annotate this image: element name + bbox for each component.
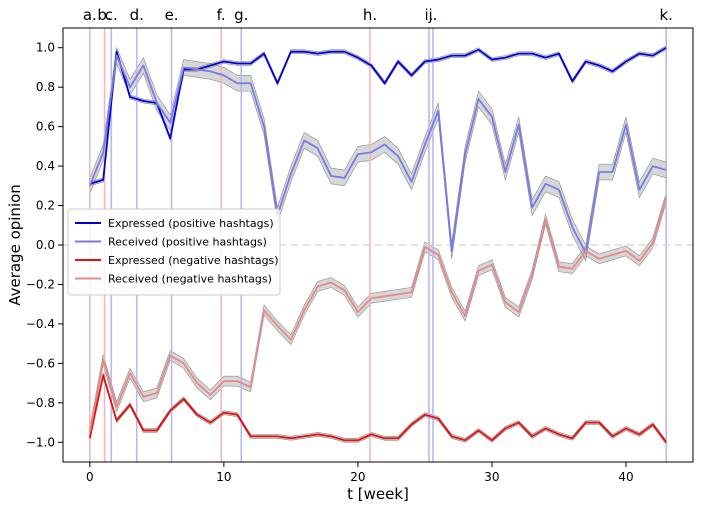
legend-box [67, 208, 281, 296]
series-lines [88, 46, 668, 443]
event-label-e: e. [165, 6, 179, 24]
series-line-1 [89, 46, 667, 185]
event-label-c: c. [105, 6, 118, 24]
x-axis: 0 10 20 30 40 [86, 462, 634, 484]
event-label-a: a. [83, 6, 97, 24]
y-tick-label-m0.8: −0.8 [26, 396, 55, 410]
y-tick-label-m1.0: −1.0 [26, 435, 55, 449]
y-tick-label-0.4: 0.4 [36, 159, 55, 173]
event-label-k: k. [659, 6, 672, 24]
event-label-i: i. [424, 6, 433, 24]
y-tick-label-m0.2: −0.2 [26, 277, 55, 291]
event-label-h: h. [363, 6, 377, 24]
y-tick-label-0.0: 0.0 [36, 238, 55, 252]
y-tick-label-m0.4: −0.4 [26, 317, 55, 331]
x-tick-label-20: 20 [350, 470, 365, 484]
y-tick-label-0.6: 0.6 [36, 120, 55, 134]
y-tick-label-0.2: 0.2 [36, 199, 55, 213]
confidence-band-3 [89, 373, 667, 446]
x-tick-label-30: 30 [484, 470, 499, 484]
y-axis: −1.0 −0.8 −0.6 −0.4 −0.2 0.0 0.2 0.4 0.6 0.8 1.0 [26, 41, 63, 449]
event-label-j: j. [427, 6, 437, 24]
legend-label-4: Received (negative hashtags) [108, 273, 272, 286]
y-tick-label-m0.6: −0.6 [26, 356, 55, 370]
y-tick-label-1.0: 1.0 [36, 41, 55, 55]
x-tick-label-0: 0 [86, 470, 94, 484]
event-label-b: b. [97, 6, 111, 24]
x-tick-label-40: 40 [618, 470, 633, 484]
confidence-band-1 [89, 45, 667, 187]
legend: Expressed (positive hashtags) Received (p… [67, 208, 281, 296]
event-label-g: g. [234, 6, 248, 24]
series-line-3 [88, 374, 667, 443]
y-tick-label-0.8: 0.8 [36, 80, 55, 94]
series-line-2 [88, 54, 667, 254]
x-axis-title: t [week] [347, 485, 409, 503]
legend-label-2: Received (positive hashtags) [108, 236, 267, 249]
legend-label-1: Expressed (positive hashtags) [108, 217, 274, 230]
series-line-4 [88, 197, 668, 433]
legend-label-3: Expressed (negative hashtags) [108, 254, 279, 267]
x-tick-label-10: 10 [216, 470, 231, 484]
event-label-d: d. [130, 6, 144, 24]
event-label-f: f. [217, 6, 226, 24]
y-axis-title: Average opinion [6, 184, 24, 306]
